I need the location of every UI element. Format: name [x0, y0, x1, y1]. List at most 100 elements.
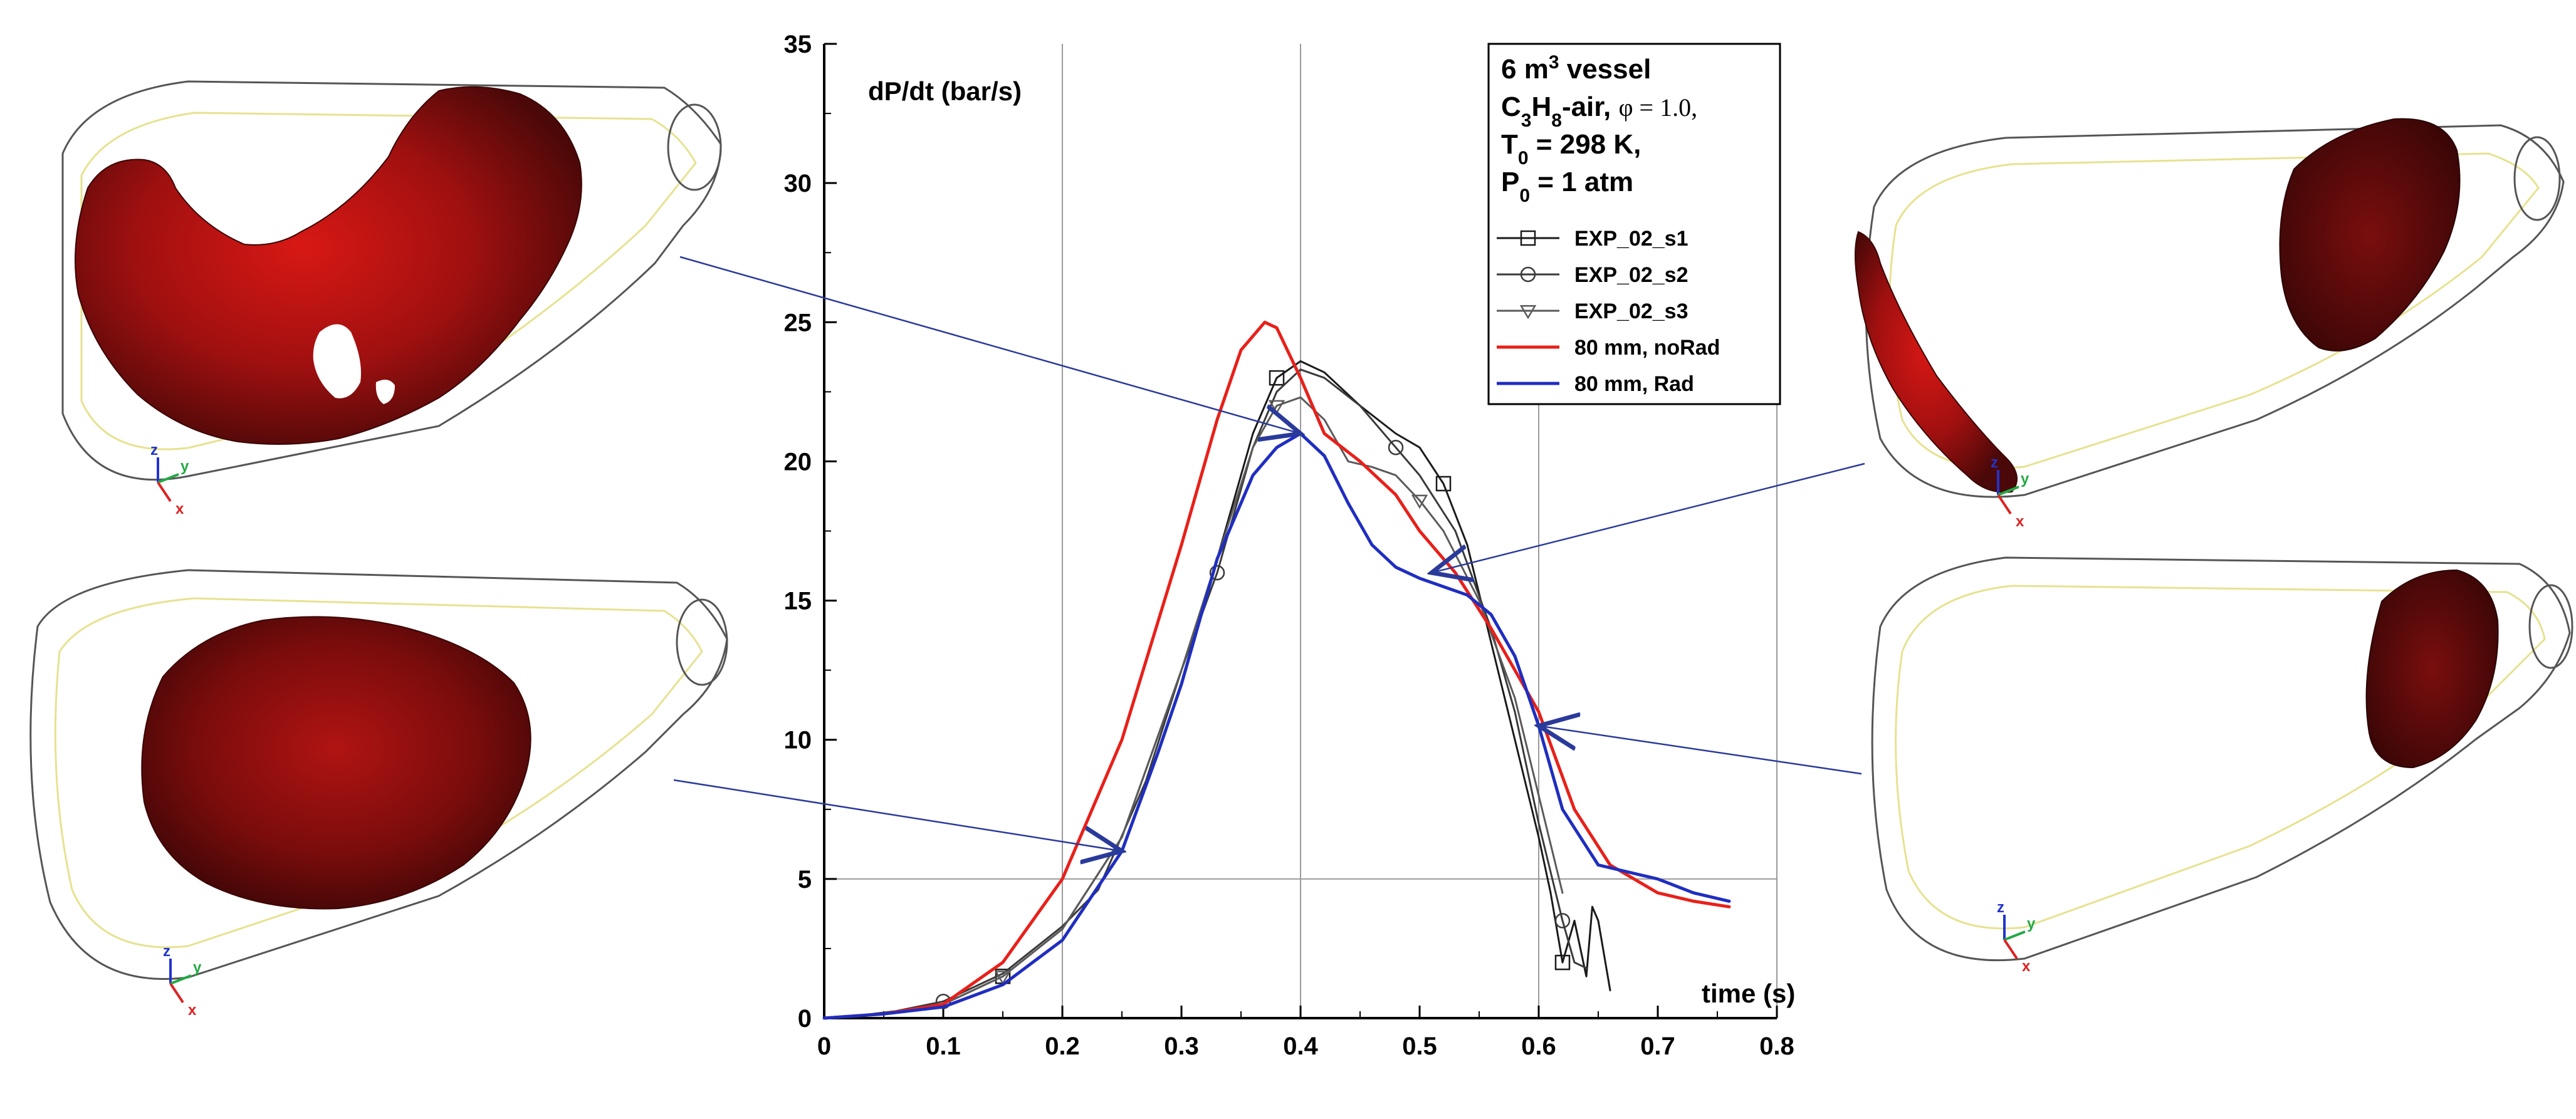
data-point-marker [1554, 913, 1571, 929]
vessel-outline [61, 80, 722, 481]
y-tick-label: 10 [784, 727, 812, 754]
x-tick-label: 0.7 [1640, 1033, 1675, 1060]
vessel-end-cap [2528, 584, 2573, 669]
y-tick-label: 5 [798, 866, 812, 893]
axis-triad: z y x [1997, 899, 2036, 975]
legend-entry: EXP_02_s3 [1497, 299, 1689, 323]
vessel-render-top-left: z y x [61, 80, 722, 518]
y-tick-label: 0 [798, 1005, 812, 1033]
vessel-end-cap [2513, 136, 2561, 221]
legend-entry: EXP_02_s2 [1497, 263, 1689, 287]
legend-entry: EXP_02_s1 [1497, 227, 1689, 251]
series-line [823, 360, 1611, 1019]
data-point-marker [1209, 565, 1225, 581]
chart-legend: 6 m3 vessel C3H8-air, φ = 1.0,T0 = 298 K,… [1487, 43, 1781, 405]
vessel-inner-outline [1895, 585, 2546, 930]
data-point-marker [1411, 494, 1428, 509]
vessel-outline [29, 569, 728, 980]
flame-hole-small [375, 380, 395, 404]
flame-hole [313, 324, 361, 398]
vessel-outline [1865, 124, 2565, 498]
vessel-inner-outline [80, 112, 697, 450]
y-tick-label: 15 [784, 588, 812, 615]
flame-sliver [1855, 231, 2018, 493]
vessel-outline [1871, 556, 2571, 962]
x-tick-label: 0.2 [1045, 1033, 1080, 1060]
y-tick-label: 20 [784, 448, 812, 476]
axis-label-x: x [2022, 958, 2031, 975]
vessel-end-cap [667, 103, 722, 191]
data-point-marker [1435, 476, 1452, 492]
data-point-marker [1388, 439, 1404, 455]
axis-label-x: x [188, 1002, 197, 1019]
series-line [822, 320, 1731, 1020]
axis-label-z: z [1997, 899, 2004, 916]
legend-box [1487, 43, 1781, 405]
series-exp-02-s1 [823, 360, 1611, 1019]
axis-label-y: y [2021, 471, 2029, 487]
vessel-render-bottom-right: z y x [1871, 556, 2573, 975]
legend-title-line: 6 m3 vessel [1501, 52, 1651, 85]
x-tick-label: 0 [817, 1033, 831, 1060]
y-tick-label: 30 [784, 170, 812, 197]
y-axis-label: dP/dt (bar/s) [868, 76, 1022, 106]
annotation-arrows [673, 256, 1865, 851]
data-point-marker [1519, 305, 1537, 320]
x-tick-label: 0.6 [1521, 1033, 1556, 1060]
annotation-arrow-top-left [679, 256, 1301, 434]
data-point-marker [1520, 230, 1536, 246]
legend-title-line: T0 = 298 K, [1501, 129, 1641, 169]
annotation-arrow-top-right [1432, 462, 1865, 573]
series-line [823, 368, 1588, 1019]
series-exp-02-s3 [823, 396, 1564, 1019]
data-point-marker [1269, 370, 1285, 386]
x-tick-label: 0.3 [1164, 1033, 1199, 1060]
axis-label-y: y [181, 458, 189, 475]
axis-triad: z y x [1991, 454, 2029, 530]
axis-triad: z y x [150, 442, 189, 518]
legend-title-line: P0 = 1 atm [1501, 167, 1633, 206]
vessel-end-cap [676, 598, 728, 686]
axis-label-z: z [163, 943, 170, 960]
series-line [823, 396, 1564, 1019]
x-tick-label: 0.5 [1402, 1033, 1437, 1060]
flame-surface [2279, 118, 2461, 351]
data-point-marker [1554, 954, 1571, 971]
series-80-mm-norad [822, 320, 1731, 1020]
data-point-marker [1520, 266, 1536, 283]
flame-surface [75, 86, 582, 445]
data-point-marker [994, 971, 1012, 985]
x-tick-label: 0.1 [926, 1033, 961, 1060]
legend-entry: 80 mm, noRad [1497, 336, 1720, 360]
chart-axes: 0 5 10 15 20 25 30 35 0 0.1 0.2 0.3 0.4 0.5 0.6 0.7 0.8 [784, 31, 1794, 1060]
x-tick-label: 0.4 [1283, 1033, 1318, 1060]
series-line [822, 432, 1731, 1020]
legend-label: 80 mm, Rad [1574, 372, 1694, 396]
series-80-mm-rad [822, 432, 1731, 1020]
legend-entries: EXP_02_s1 EXP_02_s2 EXP_02_s3 80 mm, noRad 8… [1497, 227, 1720, 396]
axis-label-x: x [2016, 513, 2024, 530]
annotation-arrow-bottom-left [673, 779, 1122, 851]
y-tick-label: 35 [784, 31, 812, 58]
vessel-render-top-right: z y x [1855, 118, 2565, 530]
annotation-arrow-bottom-right [1539, 726, 1862, 775]
axis-label-y: y [2027, 915, 2036, 932]
legend-label: 80 mm, noRad [1574, 336, 1720, 360]
y-tick-label: 25 [784, 309, 812, 336]
x-axis-label: time (s) [1702, 979, 1795, 1008]
axis-triad: z y x [163, 943, 202, 1019]
vessel-render-bottom-left: z y x [29, 569, 728, 1019]
axis-label-x: x [175, 501, 184, 518]
flame-surface [141, 616, 531, 910]
axis-label-z: z [150, 442, 158, 459]
legend-label: EXP_02_s3 [1574, 299, 1689, 323]
legend-title-line: C3H8-air, φ = 1.0, [1501, 91, 1697, 131]
x-tick-label: 0.8 [1759, 1033, 1794, 1060]
axis-label-z: z [1991, 454, 1998, 471]
legend-label: EXP_02_s2 [1574, 263, 1689, 287]
flame-surface [2365, 569, 2499, 769]
legend-title: 6 m3 vessel C3H8-air, φ = 1.0,T0 = 298 K,… [1501, 52, 1697, 206]
axis-label-y: y [193, 959, 202, 976]
legend-entry: 80 mm, Rad [1497, 372, 1694, 396]
